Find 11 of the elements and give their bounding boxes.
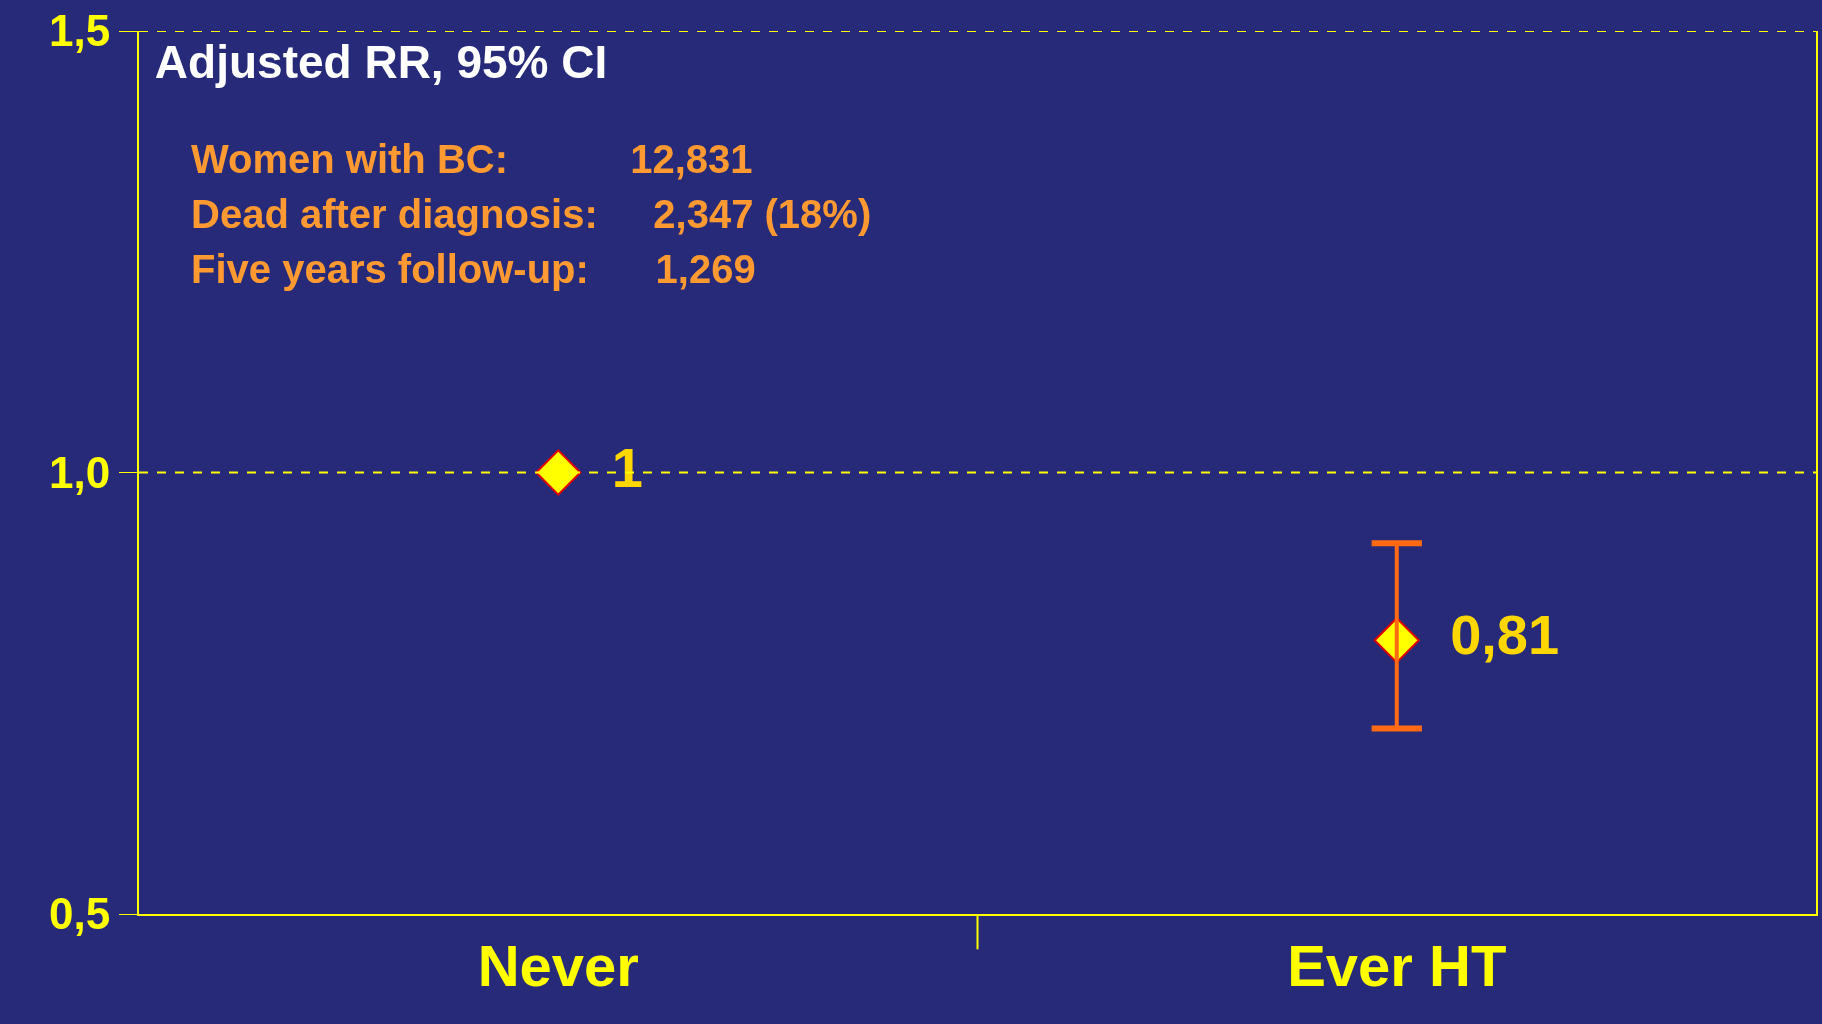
annotation: Five years follow-up: 1,269: [191, 247, 756, 291]
y-tick-label: 0,5: [49, 889, 111, 939]
y-tick-label: 1,5: [49, 6, 111, 56]
y-tick-label: 1,0: [49, 447, 111, 497]
annotation: Dead after diagnosis: 2,347 (18%): [191, 192, 872, 236]
chart-title: Adjusted RR, 95% CI: [154, 35, 608, 88]
annotation: Women with BC: 12,831: [191, 137, 753, 181]
x-tick-label: Ever HT: [1287, 932, 1507, 998]
data-label: 1: [611, 435, 643, 499]
data-label: 0,81: [1450, 603, 1560, 667]
x-tick-label: Never: [477, 932, 639, 998]
